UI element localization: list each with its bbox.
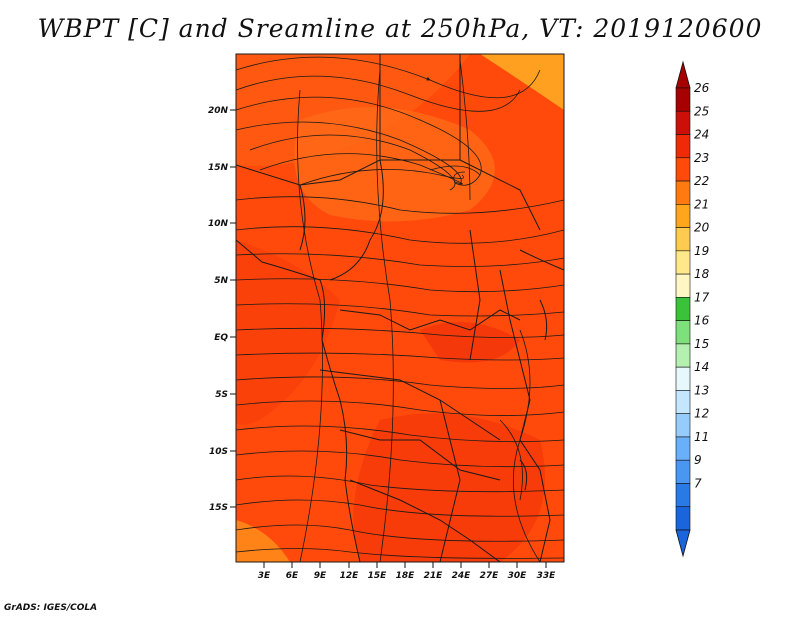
colorbar-label: 25	[694, 104, 709, 118]
credit-label: GrADS: IGES/COLA	[4, 603, 98, 613]
lon-tick-label: 30E	[508, 571, 528, 581]
lon-tick-label: 33E	[537, 571, 557, 581]
colorbar-label: 17	[694, 290, 710, 304]
colorbar-segment	[675, 134, 691, 159]
country-borders	[236, 54, 564, 562]
colorbar-label: 21	[694, 197, 709, 211]
lat-tick-label: 15S	[209, 503, 228, 513]
map-title: WBPT [C] and Sreamline at 250hPa, VT: 20…	[37, 14, 763, 43]
lon-tick-label: 21E	[424, 571, 444, 581]
colorbar-segment	[675, 366, 691, 391]
colorbar-label: 14	[694, 360, 709, 374]
wbpt-field	[236, 54, 564, 562]
colorbar-segment	[675, 459, 691, 484]
lon-tick-label: 9E	[314, 571, 327, 581]
lon-tick-label: 12E	[340, 571, 360, 581]
colorbar-segment	[675, 436, 691, 461]
colorbar-label: 18	[694, 267, 710, 281]
colorbar-segment	[675, 250, 691, 275]
colorbar-segment	[675, 297, 691, 321]
streamlines	[236, 56, 564, 562]
lon-tick-label: 15E	[368, 571, 388, 581]
lat-tick-label: 10S	[209, 447, 228, 457]
colorbar-segment	[675, 87, 691, 112]
colorbar-segment	[675, 483, 691, 508]
colorbar-segment	[675, 157, 691, 182]
longitude-axis: 3E 6E 9E 12E 15E 18E 21E 24E 27E 30E 33E	[258, 562, 556, 581]
lat-tick-label: 20N	[208, 106, 229, 116]
colorbar-segment	[675, 343, 691, 368]
colorbar-segment	[675, 413, 691, 438]
colorbar-segment	[675, 227, 691, 252]
colorbar-segment	[675, 204, 691, 228]
colorbar-label: 12	[694, 407, 709, 421]
colorbar-label: 20	[694, 221, 710, 235]
latitude-axis: 20N 15N 10N 5N EQ 5S 10S 15S	[208, 106, 236, 513]
colorbar-label: 26	[694, 81, 710, 95]
colorbar-label: 24	[694, 128, 709, 142]
colorbar-segment	[675, 390, 691, 414]
lat-tick-label: 5N	[214, 276, 228, 286]
lon-tick-label: 3E	[258, 571, 271, 581]
lat-tick-label: 15N	[208, 163, 229, 173]
colorbar-label: 22	[694, 174, 709, 188]
map-frame	[235, 53, 565, 563]
colorbar-arrow-high	[675, 60, 691, 89]
colorbar-label: 9	[694, 453, 702, 467]
lat-tick-label: EQ	[214, 333, 228, 343]
colorbar-segment	[675, 273, 691, 298]
colorbar-label: 7	[694, 476, 702, 490]
colorbar-segment	[675, 506, 691, 531]
colorbar: 26 25 24 23 22 21 20 19 18 17 16 15 14 13 12 11 9 7	[675, 60, 710, 558]
colorbar-label: 23	[694, 151, 709, 165]
lon-tick-label: 18E	[396, 571, 416, 581]
colorbar-label: 15	[694, 337, 709, 351]
colorbar-segment	[675, 320, 691, 345]
colorbar-label: 13	[694, 383, 709, 397]
lat-tick-label: 10N	[208, 219, 229, 229]
colorbar-label: 19	[694, 244, 709, 258]
lon-tick-label: 6E	[286, 571, 299, 581]
colorbar-label: 16	[694, 314, 710, 328]
colorbar-label: 11	[694, 430, 709, 444]
lon-tick-label: 27E	[480, 571, 500, 581]
colorbar-arrow-low	[675, 529, 691, 558]
lon-tick-label: 24E	[452, 571, 472, 581]
colorbar-segment	[675, 110, 691, 135]
colorbar-segment	[675, 180, 691, 205]
lat-tick-label: 5S	[215, 390, 228, 400]
